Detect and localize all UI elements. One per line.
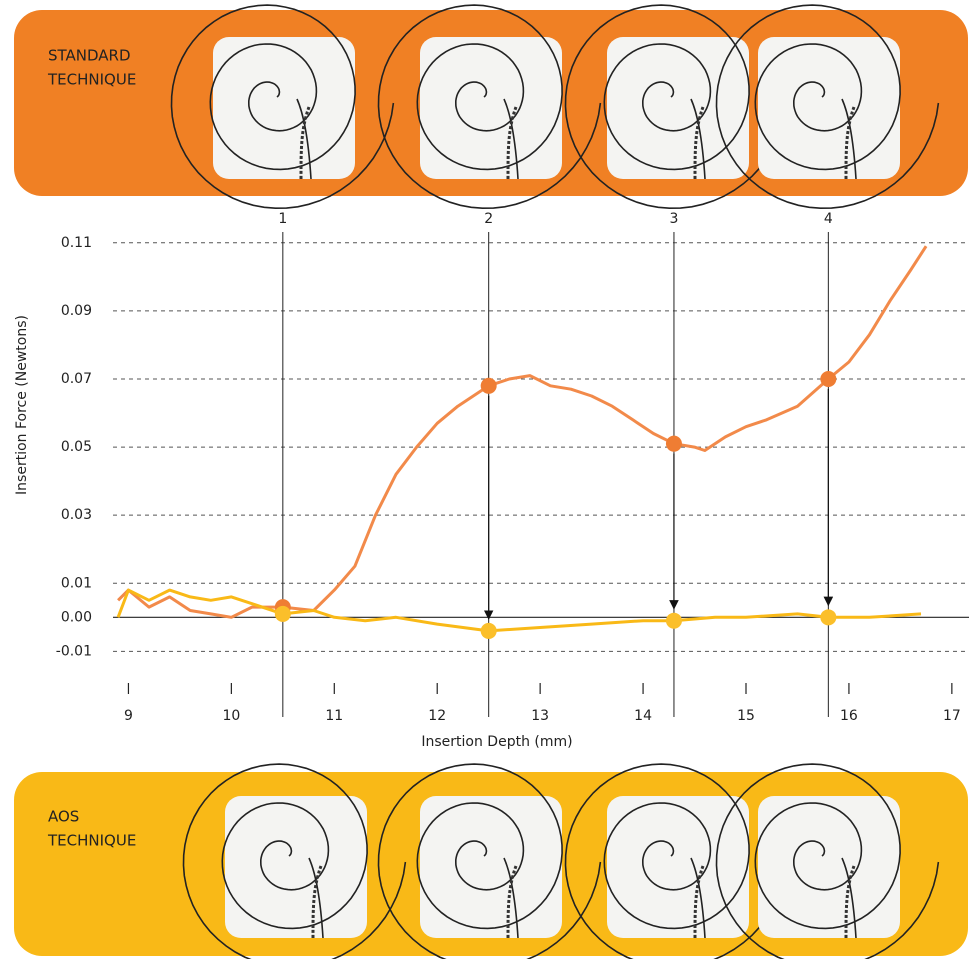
x-tick-label: 14 bbox=[634, 708, 652, 724]
x-tick-label: 11 bbox=[325, 708, 343, 724]
cochlea-images bbox=[172, 5, 939, 959]
stage-label: 4 bbox=[824, 211, 833, 227]
y-axis-title: Insertion Force (Newtons) bbox=[14, 315, 30, 495]
aos-point bbox=[820, 609, 836, 625]
top-panel-label: TECHNIQUE bbox=[47, 71, 136, 89]
stage-label: 1 bbox=[278, 211, 287, 227]
stage-label: 2 bbox=[484, 211, 493, 227]
y-tick-label: 0.05 bbox=[61, 439, 92, 455]
top-panel-label: STANDARD bbox=[48, 47, 131, 65]
figure: STANDARD TECHNIQUE AOS TECHNIQUE Inserti… bbox=[0, 0, 971, 959]
series-line bbox=[118, 590, 921, 631]
y-tick-label: 0.01 bbox=[61, 575, 92, 591]
x-tick-label: 13 bbox=[531, 708, 549, 724]
stage-label: 3 bbox=[669, 211, 678, 227]
aos-point bbox=[481, 623, 497, 639]
x-tick-label: 15 bbox=[737, 708, 755, 724]
x-axis-title: Insertion Depth (mm) bbox=[421, 734, 572, 750]
series-line bbox=[118, 246, 926, 617]
y-tick-label: 0.09 bbox=[61, 303, 92, 319]
y-tick-label: 0.11 bbox=[61, 235, 92, 251]
x-tick-label: 16 bbox=[840, 708, 858, 724]
bottom-panel-label: AOS bbox=[48, 808, 79, 826]
y-tick-label: 0.00 bbox=[61, 609, 92, 625]
x-tick-label: 17 bbox=[943, 708, 961, 724]
standard-point bbox=[481, 378, 497, 394]
bottom-panel-label: TECHNIQUE bbox=[47, 832, 136, 850]
standard-point bbox=[666, 436, 682, 452]
y-tick-label: 0.07 bbox=[61, 371, 92, 387]
aos-point bbox=[275, 606, 291, 622]
x-tick-label: 9 bbox=[124, 708, 133, 724]
y-tick-label: -0.01 bbox=[56, 643, 92, 659]
y-tick-label: 0.03 bbox=[61, 507, 92, 523]
x-tick-label: 10 bbox=[222, 708, 240, 724]
standard-point bbox=[820, 371, 836, 387]
aos-point bbox=[666, 613, 682, 629]
x-tick-label: 12 bbox=[428, 708, 446, 724]
